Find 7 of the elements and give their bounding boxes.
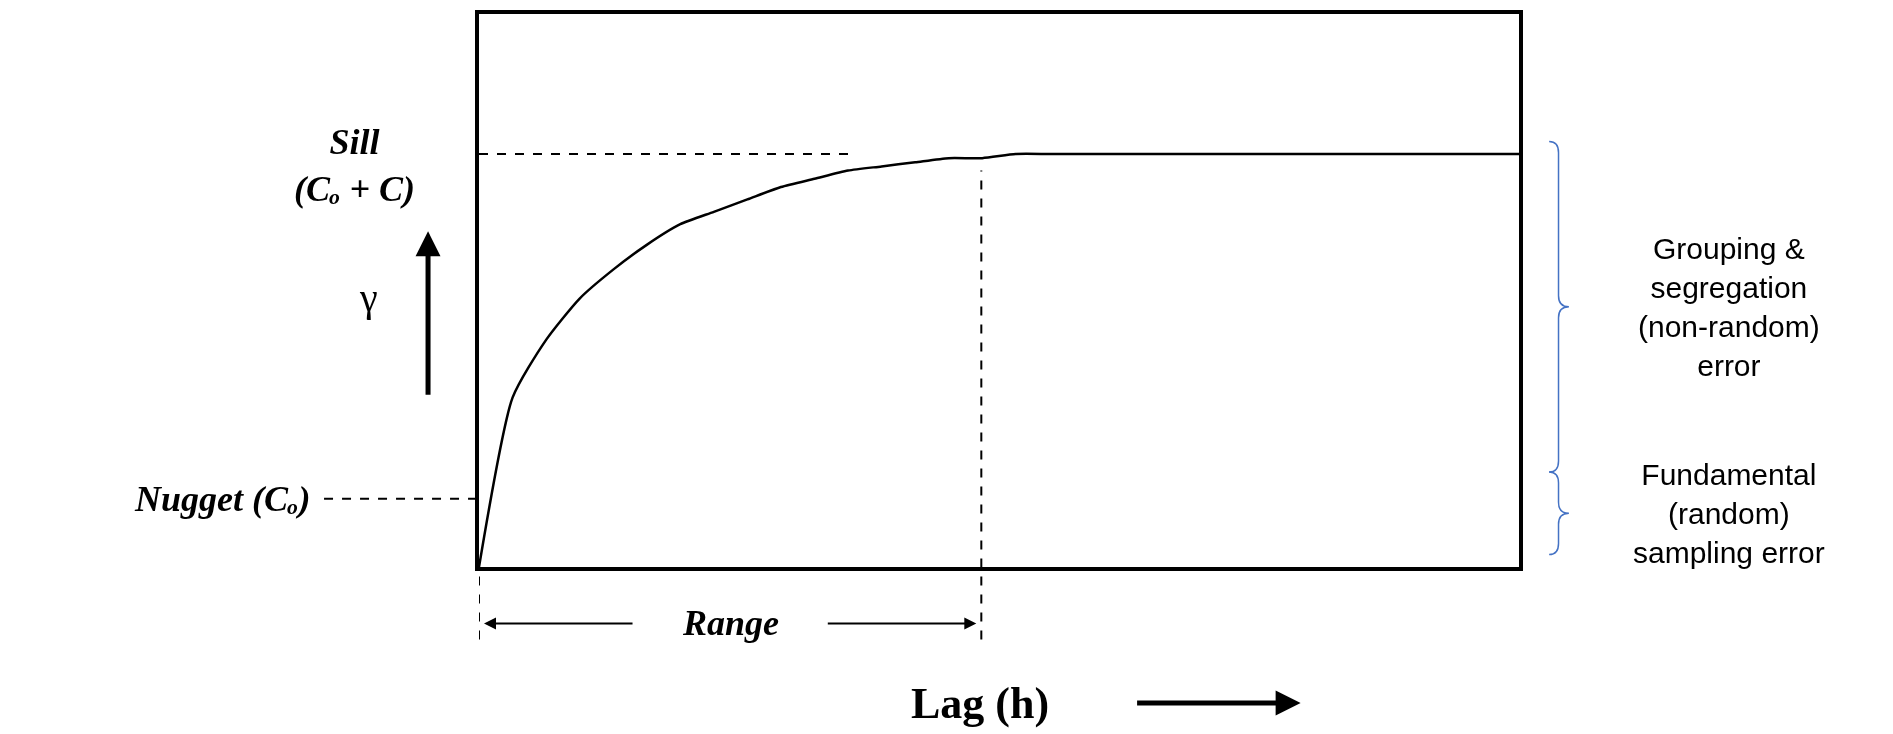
x-axis-title: Lag (h) [911,679,1050,728]
ref-line-label: Nugget (Cₒ) [134,479,311,519]
text: Range [682,603,780,643]
y-axis-title: γ [359,275,378,320]
ref-line-label: Sill (Cₒ + C) [294,122,416,209]
text: Grouping & segregation (non-random) error [1638,232,1820,382]
text: Fundamental (random) sampling error [1633,458,1825,569]
